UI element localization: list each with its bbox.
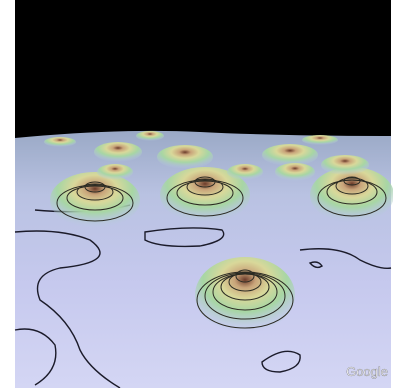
hill	[275, 163, 315, 181]
sky	[15, 0, 391, 140]
hill	[157, 145, 213, 169]
hill	[97, 164, 133, 180]
hill	[310, 167, 393, 223]
hill	[302, 135, 338, 145]
hill	[262, 144, 318, 166]
hill	[94, 142, 142, 162]
hill	[136, 131, 164, 141]
hill	[44, 137, 76, 147]
hill	[227, 164, 263, 180]
hill	[321, 155, 369, 175]
hill-contours	[56, 181, 134, 222]
hill-contours	[196, 269, 294, 329]
hill	[195, 257, 295, 333]
hills	[44, 131, 393, 333]
hill-contours	[166, 176, 244, 217]
watermark: Google	[346, 364, 388, 379]
hill-contours	[317, 176, 387, 217]
